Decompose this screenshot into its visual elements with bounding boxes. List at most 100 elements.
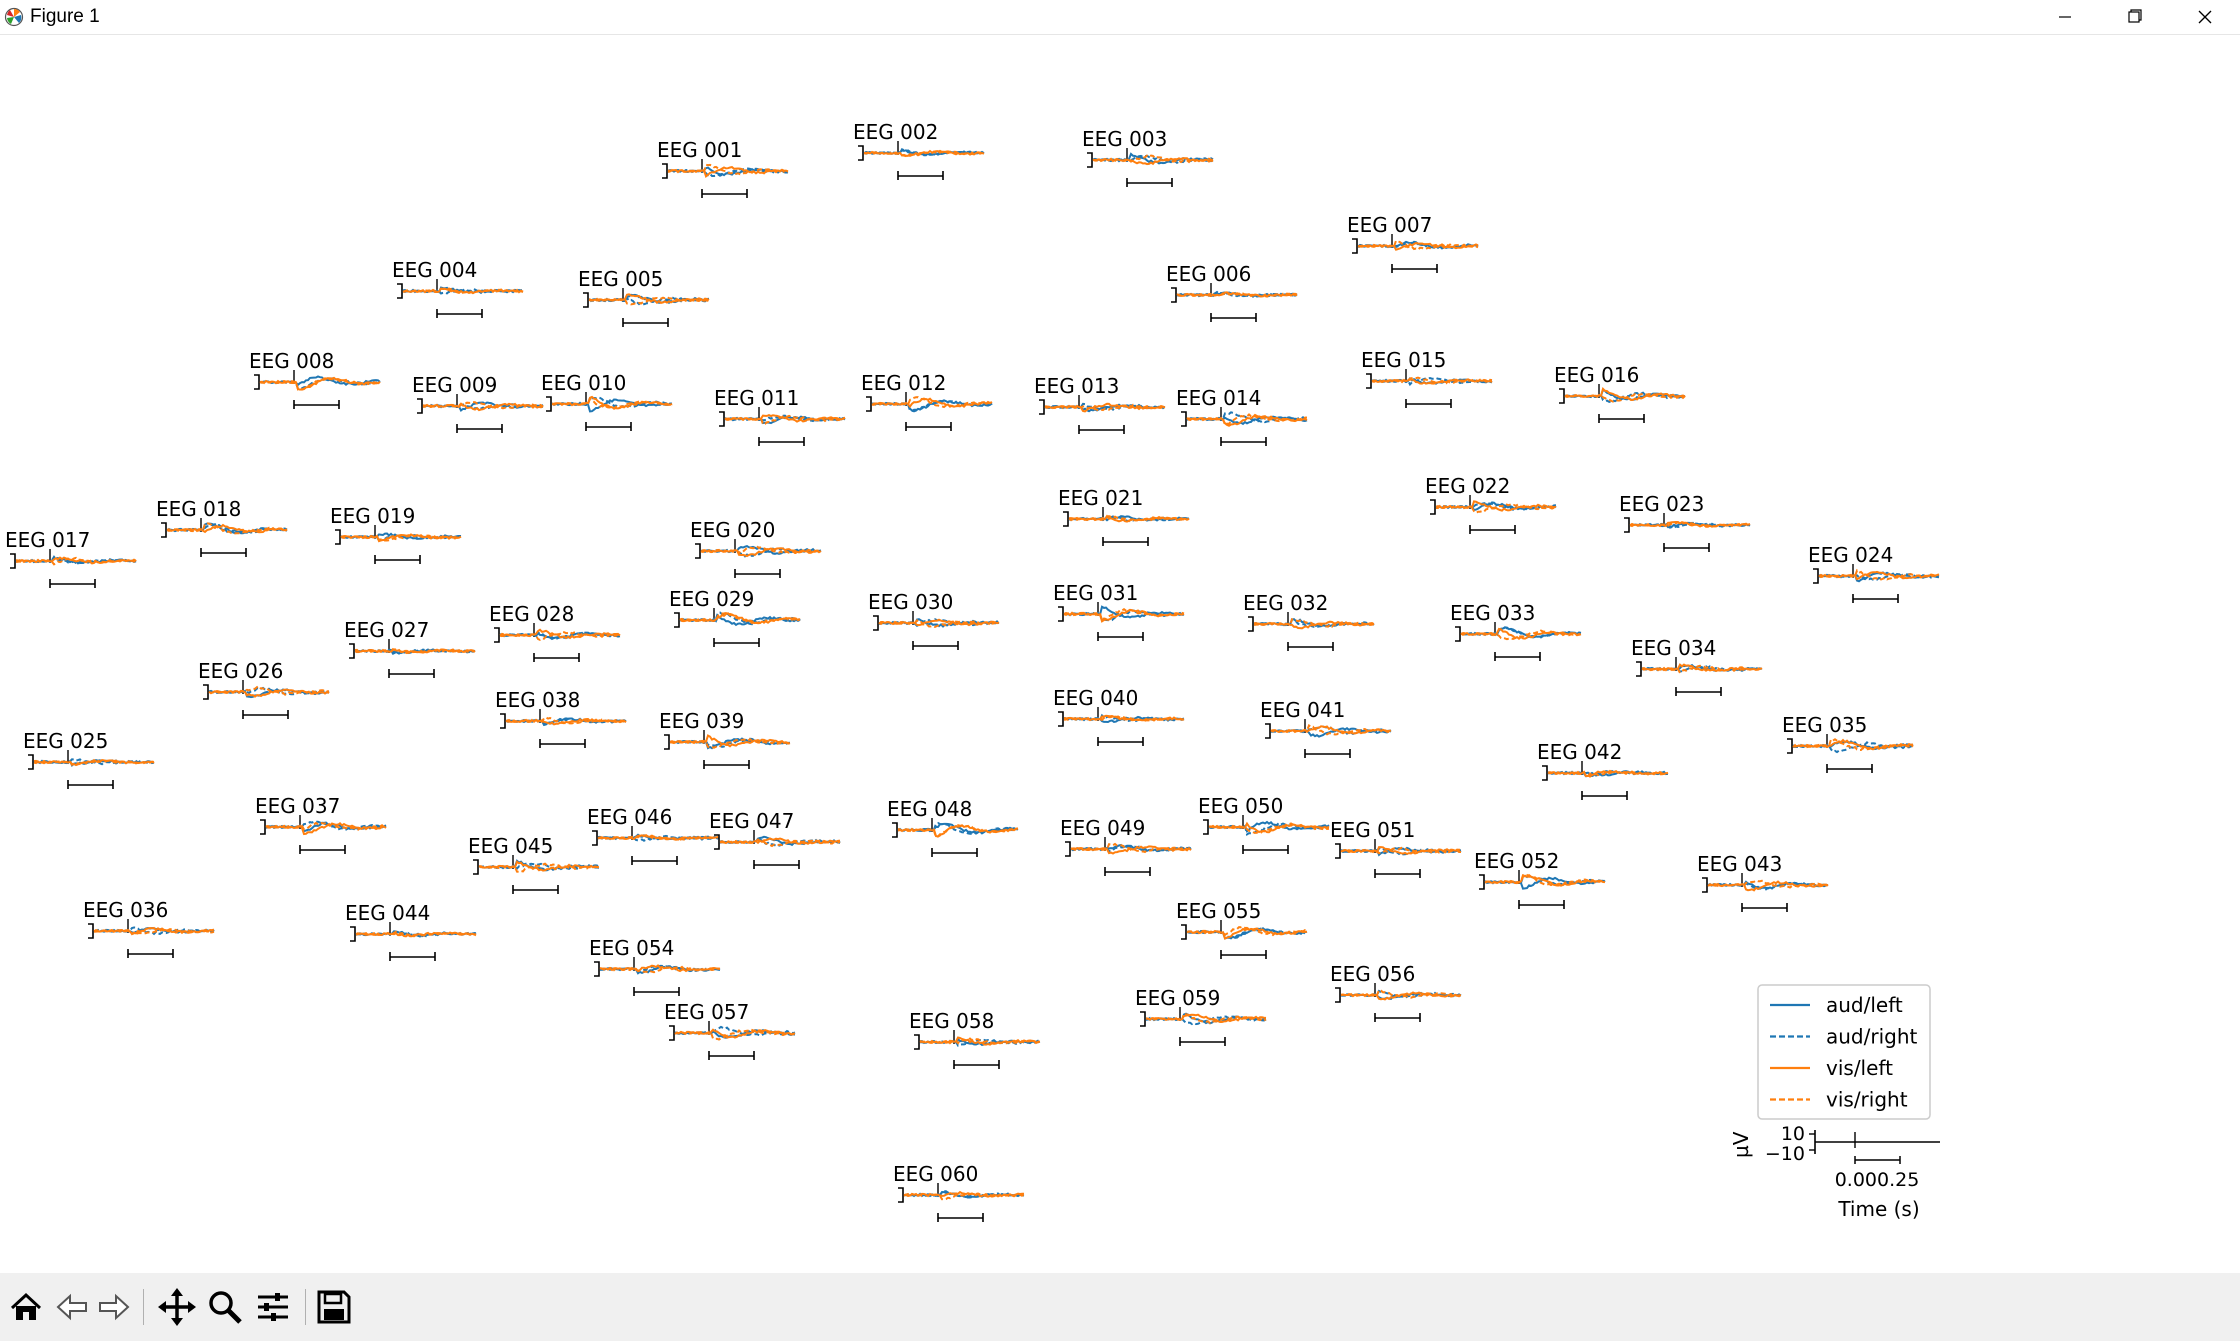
- channel-plot: EEG 005: [578, 267, 710, 327]
- y-scale-bracket: [662, 163, 668, 179]
- save-button[interactable]: [312, 1285, 356, 1329]
- home-button[interactable]: [4, 1285, 48, 1329]
- channel-label: EEG 055: [1176, 899, 1261, 923]
- channel-plot: EEG 041: [1260, 698, 1392, 758]
- trace-aud-right: [1435, 501, 1557, 511]
- channel-plot: EEG 021: [1058, 486, 1190, 546]
- trace-aud-right: [505, 717, 627, 725]
- trace-vis-right: [1641, 664, 1763, 675]
- pan-button[interactable]: [155, 1285, 199, 1329]
- x-scale-bracket: [1826, 764, 1873, 773]
- x-scale-bracket: [1469, 525, 1516, 534]
- x-scale-bracket: [1220, 950, 1267, 959]
- channel-label: EEG 043: [1697, 852, 1782, 876]
- channel-plot: EEG 033: [1450, 601, 1582, 661]
- x-scale-bracket: [1304, 749, 1351, 758]
- y-scale-bracket: [335, 529, 341, 545]
- channel-label: EEG 060: [893, 1162, 978, 1186]
- trace-aud-right: [1253, 618, 1375, 628]
- figure-canvas[interactable]: EEG 001 EEG 002 EEG 003 EEG 004 EEG 005 EEG 0…: [0, 35, 2240, 1273]
- trace-vis-right: [355, 930, 477, 938]
- x-scale-bracket: [1104, 867, 1151, 876]
- trace-vis-right: [597, 834, 719, 841]
- back-button[interactable]: [50, 1285, 94, 1329]
- trace-vis-right: [1068, 515, 1190, 523]
- x-scale-bracket: [1518, 900, 1565, 909]
- trace-vis-left: [674, 1028, 795, 1039]
- y-scale-bracket: [1065, 841, 1071, 857]
- restore-button[interactable]: [2100, 0, 2170, 34]
- trace-aud-left: [1063, 605, 1185, 619]
- y-scale-bracket: [161, 522, 167, 538]
- trace-vis-right: [863, 149, 984, 158]
- y-scale-bracket: [10, 553, 16, 569]
- trace-vis-right: [1371, 376, 1493, 385]
- channel-label: EEG 059: [1135, 986, 1220, 1010]
- trace-vis-left: [1177, 291, 1298, 298]
- trace-vis-right: [1547, 770, 1669, 779]
- trace-vis-right: [166, 522, 288, 535]
- x-scale-bracket: [299, 845, 346, 854]
- channel-plot: EEG 046: [587, 805, 719, 865]
- forward-button[interactable]: [92, 1285, 136, 1329]
- trace-aud-right: [1092, 154, 1214, 164]
- y-scale-bracket: [1624, 517, 1630, 533]
- trace-aud-right: [588, 296, 710, 306]
- x-scale-bracket: [436, 309, 483, 318]
- minimize-button[interactable]: [2030, 0, 2100, 34]
- zoom-button[interactable]: [203, 1285, 247, 1329]
- x-scale-bracket: [1741, 903, 1788, 912]
- x-scale-bracket: [931, 848, 978, 857]
- trace-vis-right: [1340, 988, 1462, 999]
- x-scale-bracket: [388, 669, 435, 678]
- channel-label: EEG 015: [1361, 348, 1446, 372]
- channel-plot: EEG 003: [1082, 127, 1214, 187]
- x-scale-bracket: [708, 1051, 755, 1060]
- trace-aud-right: [1641, 665, 1763, 673]
- x-scale-bracket: [512, 885, 559, 894]
- y-scale-bracket: [1181, 411, 1187, 427]
- y-scale-bracket: [1335, 987, 1341, 1003]
- trace-vis-left: [897, 824, 1019, 838]
- y-scale-bracket: [592, 830, 598, 846]
- channel-label: EEG 026: [198, 659, 283, 683]
- y-scale-bracket: [1039, 399, 1045, 415]
- channel-label: EEG 021: [1058, 486, 1143, 510]
- arrow-left-icon: [56, 1293, 87, 1321]
- channel-label: EEG 014: [1176, 386, 1261, 410]
- channel-plot: EEG 055: [1176, 899, 1308, 959]
- trace-vis-left: [265, 821, 387, 836]
- trace-vis-right: [1484, 873, 1606, 887]
- channel-label: EEG 054: [589, 936, 674, 960]
- channel-plot: EEG 051: [1330, 818, 1462, 878]
- x-scale-bracket: [1663, 543, 1710, 552]
- y-scale-bracket: [594, 961, 600, 977]
- x-scale-bracket: [456, 424, 503, 433]
- y-scale-bracket: [1063, 511, 1069, 527]
- channel-plot: EEG 056: [1330, 962, 1462, 1022]
- x-scale-bracket: [374, 555, 421, 564]
- x-scale-bracket: [905, 422, 952, 431]
- trace-vis-left: [724, 414, 846, 423]
- trace-aud-right: [354, 647, 476, 656]
- channel-plot: EEG 031: [1053, 581, 1185, 641]
- y-scale-bracket: [1171, 287, 1177, 303]
- x-scale-bracket: [1102, 537, 1149, 546]
- x-scale-bracket: [1287, 642, 1334, 651]
- close-button[interactable]: [2170, 0, 2240, 34]
- trace-vis-right: [724, 414, 846, 426]
- x-scale-bracket: [1391, 264, 1438, 273]
- y-scale-bracket: [1058, 606, 1064, 622]
- configure-subplots-button[interactable]: [251, 1285, 295, 1329]
- y-scale-bracket: [473, 859, 479, 875]
- x-scale-bracket: [1242, 845, 1289, 854]
- channel-label: EEG 017: [5, 528, 90, 552]
- y-scale-bracket: [866, 396, 872, 412]
- channel-plot: EEG 016: [1554, 363, 1686, 423]
- y-scale-bracket: [397, 283, 403, 299]
- y-scale-bracket: [1559, 388, 1565, 404]
- channel-label: EEG 006: [1166, 262, 1251, 286]
- y-scale-bracket: [583, 292, 589, 308]
- channel-label: EEG 012: [861, 371, 946, 395]
- x-scale-bracket: [1675, 687, 1722, 696]
